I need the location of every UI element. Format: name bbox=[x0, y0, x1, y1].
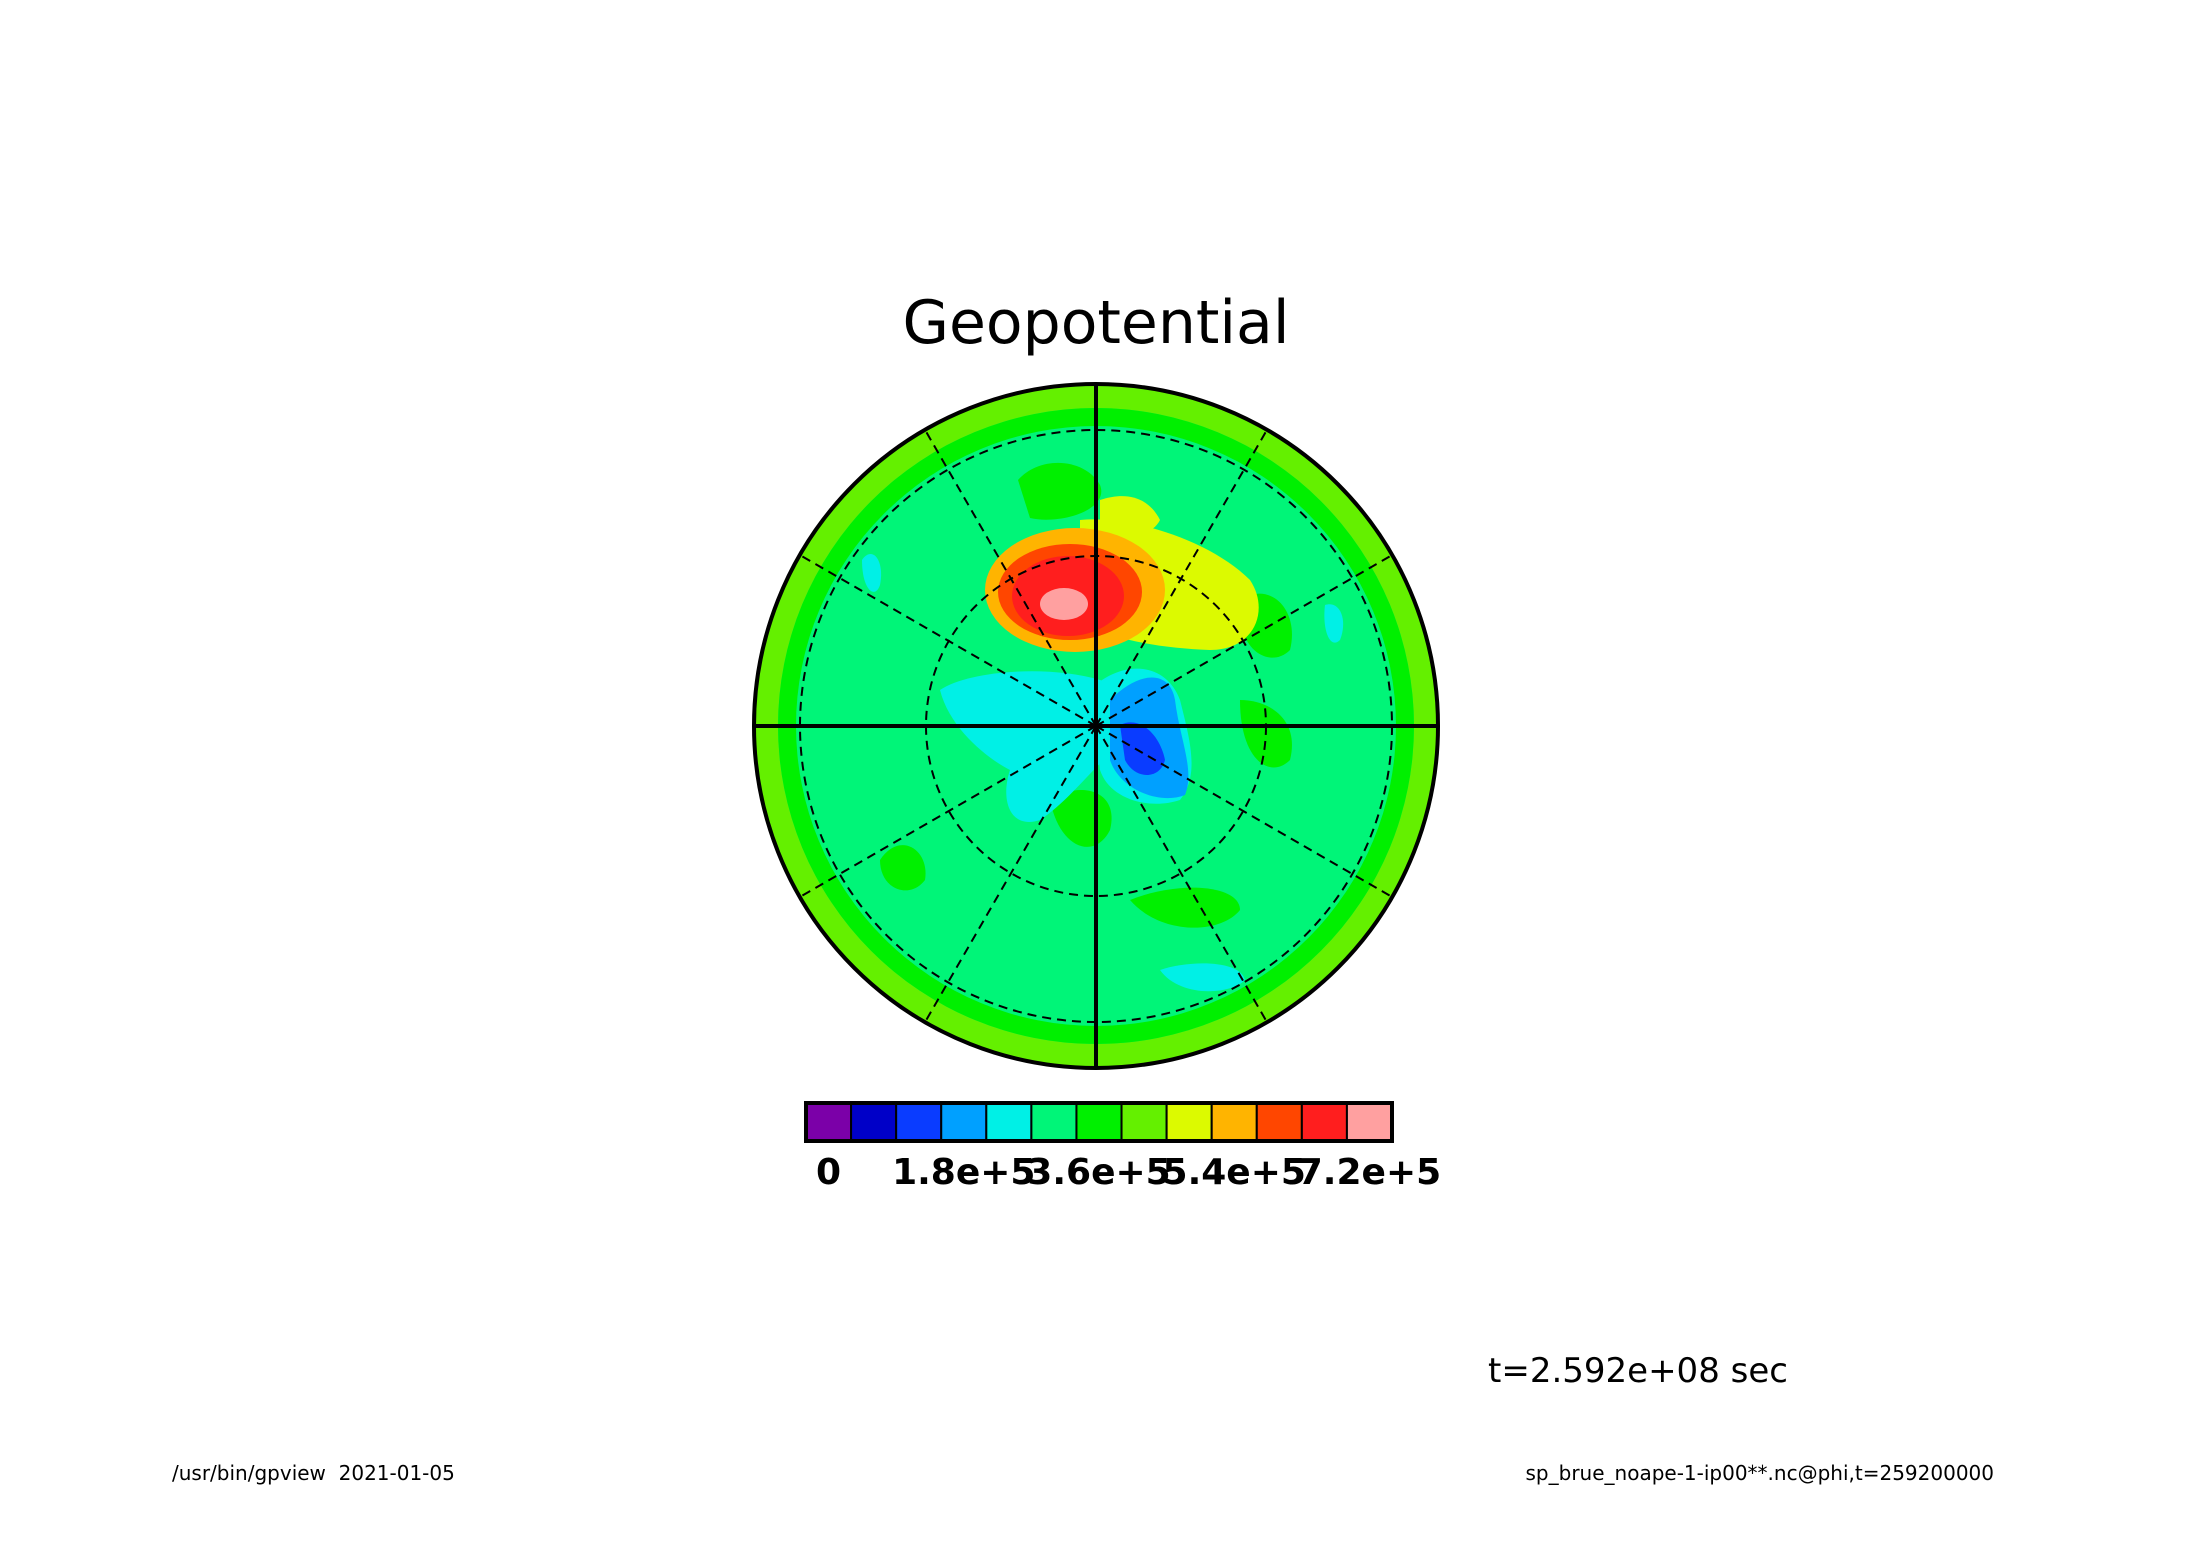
contour-region bbox=[1130, 887, 1240, 928]
colorbar-swatch bbox=[1120, 1102, 1168, 1142]
colorbar-tick-label: 1.8e+5 bbox=[892, 1152, 1035, 1193]
colorbar-tick-label: 5.4e+5 bbox=[1163, 1152, 1306, 1193]
meridian-line bbox=[799, 725, 1097, 898]
colorbar bbox=[804, 1101, 1394, 1143]
contour-region bbox=[1324, 604, 1344, 643]
colorbar-swatch bbox=[1345, 1102, 1394, 1142]
chart-title: Geopotential bbox=[902, 288, 1289, 358]
colorbar-tick-label: 7.2e+5 bbox=[1298, 1152, 1441, 1193]
colorbar-swatch bbox=[1255, 1102, 1303, 1142]
contour-region bbox=[1160, 963, 1245, 992]
map-boundary bbox=[752, 382, 1440, 1070]
contour-region bbox=[880, 845, 926, 891]
footer-left: /usr/bin/gpview 2021-01-05 bbox=[172, 1461, 455, 1485]
meridian-line bbox=[1095, 554, 1393, 727]
grid-lines bbox=[754, 384, 1438, 1068]
contour-region bbox=[1040, 588, 1088, 620]
meridian-line bbox=[924, 429, 1097, 727]
meridian-line bbox=[1095, 429, 1268, 727]
contour-region bbox=[862, 554, 882, 592]
meridian-line bbox=[924, 725, 1097, 1023]
colorbar-tick-label: 3.6e+5 bbox=[1027, 1152, 1170, 1193]
colorbar-swatch bbox=[1075, 1102, 1123, 1142]
contour-region bbox=[940, 671, 1138, 822]
time-label: t=2.592e+08 sec bbox=[1488, 1351, 1788, 1391]
contour-region bbox=[1100, 496, 1160, 537]
colorbar-tick-labels: 0 1.8e+53.6e+55.4e+57.2e+5 bbox=[816, 1152, 1441, 1193]
colorbar-swatch bbox=[1030, 1102, 1078, 1142]
meridian-line bbox=[1095, 725, 1393, 898]
polar-map bbox=[752, 382, 1440, 1070]
contour-region bbox=[1120, 722, 1165, 775]
colorbar-swatch bbox=[985, 1102, 1033, 1142]
contour-region bbox=[1018, 462, 1102, 520]
footer-right: sp_brue_noape-1-ip00**.nc@phi,t=25920000… bbox=[1526, 1461, 1994, 1485]
colorbar-swatch bbox=[850, 1102, 898, 1142]
colorbar-swatch bbox=[805, 1102, 853, 1142]
colorbar-swatch bbox=[895, 1102, 943, 1142]
colorbar-swatch bbox=[1165, 1102, 1213, 1142]
meridian-line bbox=[799, 554, 1097, 727]
colorbar-tick-label: 0 bbox=[816, 1152, 841, 1193]
colorbar-swatch bbox=[1300, 1102, 1348, 1142]
meridian-line bbox=[1095, 725, 1268, 1023]
colorbar-frame bbox=[804, 1101, 1394, 1143]
colorbar-swatch bbox=[1210, 1102, 1258, 1142]
colorbar-swatch bbox=[940, 1102, 988, 1142]
